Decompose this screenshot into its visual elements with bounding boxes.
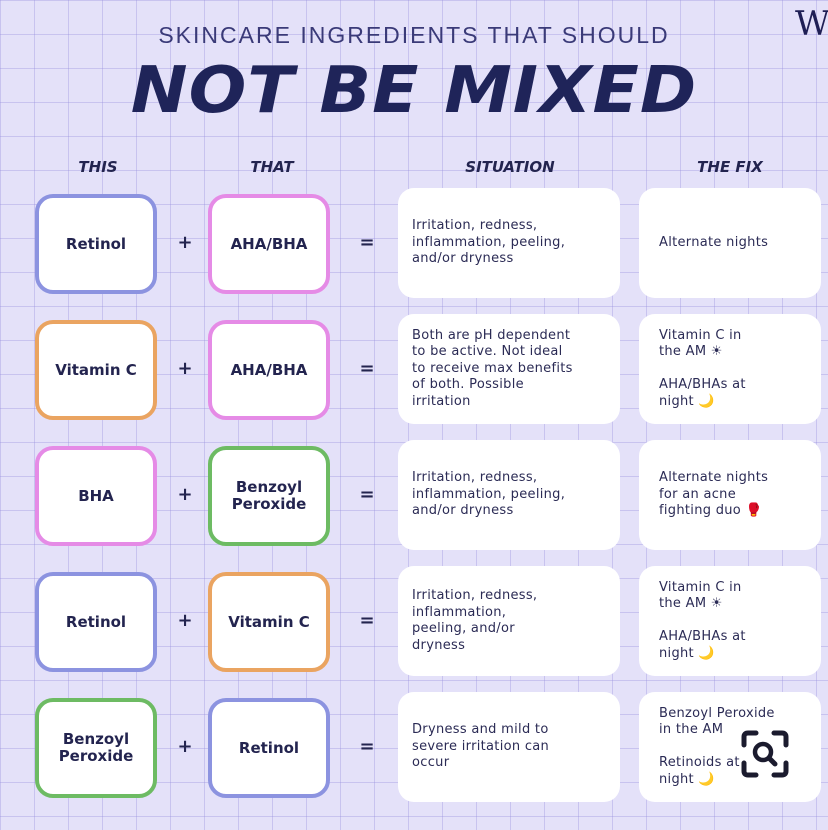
this-ingredient-pill: Vitamin C (35, 320, 157, 420)
column-header-that: THAT (250, 158, 294, 176)
this-ingredient-pill: Retinol (35, 194, 157, 294)
ingredient-row: Retinol + Vitamin C = Irritation, rednes… (0, 566, 828, 682)
situation-card: Both are pH dependent to be active. Not … (398, 314, 620, 424)
this-ingredient-pill: BHA (35, 446, 157, 546)
page-subtitle: SKINCARE INGREDIENTS THAT SHOULD (158, 22, 670, 48)
fix-text: Vitamin C in the AM ☀ AHA/BHAs at night … (659, 579, 746, 661)
ingredient-row: Retinol + AHA/BHA = Irritation, redness,… (0, 188, 828, 304)
ingredient-row: BHA + Benzoyl Peroxide = Irritation, red… (0, 440, 828, 556)
equals-sign: = (359, 484, 375, 505)
that-ingredient-pill: Vitamin C (208, 572, 330, 672)
page-title: NOT BE MIXED (130, 54, 698, 128)
visual-search-icon[interactable] (738, 727, 792, 781)
equals-sign: = (359, 358, 375, 379)
plus-sign: + (177, 484, 193, 505)
column-header-this: THIS (78, 158, 118, 176)
that-ingredient-pill: AHA/BHA (208, 320, 330, 420)
fix-card: Alternate nights (639, 188, 821, 298)
ingredient-row: Vitamin C + AHA/BHA = Both are pH depend… (0, 314, 828, 430)
plus-sign: + (177, 358, 193, 379)
situation-card: Dryness and mild to severe irritation ca… (398, 692, 620, 802)
plus-sign: + (177, 736, 193, 757)
column-header-situation: SITUATION (465, 158, 555, 176)
situation-text: Irritation, redness, inflammation, peeli… (412, 218, 566, 267)
that-ingredient-pill: AHA/BHA (208, 194, 330, 294)
fix-text: Benzoyl Peroxide in the AM Retinoids at … (659, 705, 775, 787)
plus-sign: + (177, 610, 193, 631)
situation-card: Irritation, redness, inflammation, peeli… (398, 440, 620, 550)
plus-sign: + (177, 232, 193, 253)
situation-text: Dryness and mild to severe irritation ca… (412, 722, 550, 771)
brand-logo: W (795, 4, 828, 44)
this-ingredient-pill: Benzoyl Peroxide (35, 698, 157, 798)
fix-text: Alternate nights (659, 234, 769, 250)
fix-text: Vitamin C in the AM ☀ AHA/BHAs at night … (659, 327, 746, 409)
column-header-fix: THE FIX (697, 158, 763, 176)
situation-text: Irritation, redness, inflammation, peeli… (412, 588, 538, 653)
fix-text: Alternate nights for an acne fighting du… (659, 470, 769, 519)
situation-card: Irritation, redness, inflammation, peeli… (398, 566, 620, 676)
situation-text: Irritation, redness, inflammation, peeli… (412, 470, 566, 519)
fix-card: Vitamin C in the AM ☀ AHA/BHAs at night … (639, 566, 821, 676)
fix-card: Benzoyl Peroxide in the AM Retinoids at … (639, 692, 821, 802)
equals-sign: = (359, 232, 375, 253)
situation-card: Irritation, redness, inflammation, peeli… (398, 188, 620, 298)
equals-sign: = (359, 736, 375, 757)
this-ingredient-pill: Retinol (35, 572, 157, 672)
that-ingredient-pill: Retinol (208, 698, 330, 798)
equals-sign: = (359, 610, 375, 631)
situation-text: Both are pH dependent to be active. Not … (412, 327, 573, 409)
that-ingredient-pill: Benzoyl Peroxide (208, 446, 330, 546)
ingredient-row: Benzoyl Peroxide + Retinol = Dryness and… (0, 692, 828, 808)
fix-card: Alternate nights for an acne fighting du… (639, 440, 821, 550)
fix-card: Vitamin C in the AM ☀ AHA/BHAs at night … (639, 314, 821, 424)
